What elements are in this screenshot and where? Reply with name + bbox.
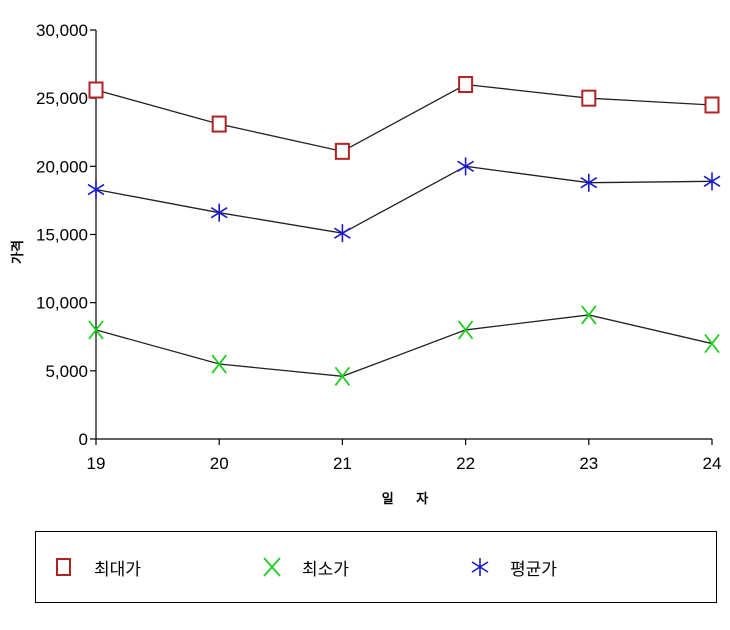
max-price-point	[704, 96, 720, 114]
legend: 최대가 최소가 평균가	[35, 531, 717, 603]
min-price-point	[704, 334, 720, 354]
y-tick-label: 10,000	[36, 294, 88, 313]
legend-item-avg: 평균가	[468, 532, 557, 602]
legend-label-max: 최대가	[94, 559, 141, 580]
y-axis-title: 가격	[11, 240, 26, 264]
x-tick-label: 24	[703, 454, 722, 473]
min-price-point	[334, 366, 351, 386]
min-price-point	[211, 354, 227, 374]
y-tick-label: 30,000	[36, 21, 88, 40]
y-tick-label: 20,000	[36, 157, 88, 176]
x-tick-label: 19	[87, 454, 106, 473]
series-line-2	[95, 165, 713, 234]
max-price-point	[334, 142, 350, 160]
avg-price-point	[210, 203, 228, 222]
min-price-point	[88, 320, 104, 340]
max-price-point	[458, 76, 474, 94]
avg-price-point	[457, 157, 475, 176]
y-tick-label: 25,000	[36, 89, 88, 108]
line-chart: 0 5,000 10,000 15,000 20,000 25,000 30,000 19 2…	[11, 21, 722, 507]
min-price-point	[581, 305, 597, 325]
x-tick-label: 23	[579, 454, 598, 473]
avg-price-point	[580, 173, 598, 192]
y-tick-label: 15,000	[36, 226, 88, 245]
legend-item-max: 최대가	[52, 532, 141, 602]
x-tick-label: 21	[333, 454, 352, 473]
x-tick-label: 20	[210, 454, 229, 473]
series-line-0	[95, 83, 713, 153]
max-price-point	[581, 89, 597, 107]
series-line-1	[95, 314, 713, 377]
series-markers	[87, 76, 721, 386]
y-tick-label: 0	[79, 430, 88, 449]
avg-price-point	[333, 224, 351, 243]
avg-price-point	[703, 172, 721, 191]
legend-item-min: 최소가	[260, 532, 349, 602]
legend-label-avg: 평균가	[510, 559, 557, 580]
min-price-point	[457, 320, 474, 340]
max-price-point	[88, 81, 104, 99]
y-axis: 0 5,000 10,000 15,000 20,000 25,000 30,000	[36, 21, 97, 449]
x-axis-title: 일 자	[382, 492, 428, 507]
asterisk-marker-icon	[471, 558, 489, 576]
series-lines	[95, 83, 713, 377]
x-tick-label: 22	[456, 454, 475, 473]
square-marker-icon	[56, 558, 71, 576]
y-tick-label: 5,000	[45, 362, 88, 381]
x-marker-icon	[263, 557, 281, 577]
max-price-point	[211, 115, 227, 133]
avg-price-point	[87, 180, 105, 199]
x-axis: 19 20 21 22 23 24	[87, 438, 722, 473]
legend-label-min: 최소가	[302, 559, 349, 580]
